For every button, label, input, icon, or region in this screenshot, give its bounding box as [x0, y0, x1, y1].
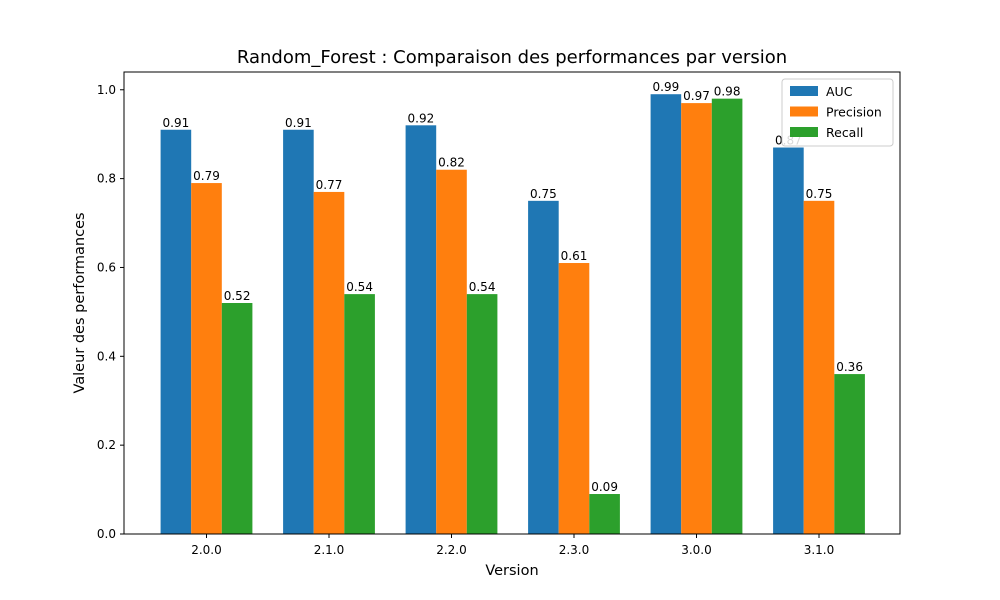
axes-layer: 0.0 0.2 0.4 0.6 0.8 1.0 2.0.0 2.1.0 2.2.0 2.3.0 3.… [97, 83, 834, 557]
bar-recall-2.1.0 [344, 294, 375, 534]
bar-precision-2.3.0 [558, 263, 590, 534]
bar-value-label: 0.91 [285, 116, 312, 130]
bar-recall-2.2.0 [466, 294, 498, 534]
bar-auc-3.1.0 [773, 147, 804, 534]
y-tick-label: 0.6 [97, 260, 116, 274]
x-tick-label: 2.2.0 [436, 543, 467, 557]
bar-value-label: 0.54 [346, 280, 373, 294]
plot-frame [123, 71, 901, 535]
bar-recall-3.1.0 [834, 374, 865, 534]
y-tick-label: 1.0 [97, 83, 116, 97]
legend-swatch-precision [790, 106, 818, 117]
bars-layer [160, 94, 865, 535]
bar-auc-2.3.0 [528, 200, 559, 534]
legend-swatch-recall [790, 127, 818, 137]
bar-value-label: 0.52 [224, 289, 251, 303]
bar-precision-2.1.0 [313, 191, 345, 534]
bar-value-labels: 0.910.910.920.750.990.870.790.770.820.61… [163, 80, 863, 494]
bar-value-label: 0.92 [408, 111, 435, 125]
x-tick-label: 3.1.0 [804, 543, 835, 557]
bar-value-label: 0.91 [163, 116, 190, 130]
bar-precision-3.0.0 [681, 103, 712, 534]
bar-recall-3.0.0 [711, 98, 743, 535]
y-tick-label: 0.2 [97, 438, 116, 452]
bar-value-label: 0.82 [438, 156, 465, 170]
bar-value-label: 0.61 [561, 249, 588, 263]
bar-auc-2.2.0 [405, 125, 437, 534]
bar-value-label: 0.36 [836, 360, 863, 374]
bar-value-label: 0.77 [316, 178, 343, 192]
bar-precision-3.1.0 [803, 200, 835, 534]
chart-title: Random_Forest : Comparaison des performa… [237, 47, 787, 68]
y-tick-label: 0.0 [97, 527, 116, 541]
legend-label-auc: AUC [826, 84, 853, 99]
bar-value-label: 0.99 [653, 80, 680, 94]
x-tick-label: 3.0.0 [681, 543, 712, 557]
bar-recall-2.3.0 [589, 494, 620, 534]
legend-label-recall: Recall [826, 125, 863, 140]
bar-value-label: 0.79 [193, 169, 220, 183]
bar-precision-2.0.0 [191, 183, 222, 534]
y-tick-label: 0.4 [97, 349, 116, 363]
bar-auc-2.0.0 [160, 129, 192, 534]
bar-recall-2.0.0 [221, 303, 253, 534]
bar-value-label: 0.54 [469, 280, 496, 294]
legend-swatch-auc [790, 86, 818, 96]
y-tick-label: 0.8 [97, 172, 116, 186]
y-axis-label: Valeur des performances [72, 212, 88, 393]
x-tick-label: 2.0.0 [191, 543, 222, 557]
x-tick-label: 2.1.0 [314, 543, 345, 557]
bar-value-label: 0.97 [683, 89, 710, 103]
bar-value-label: 0.09 [591, 480, 618, 494]
bar-value-label: 0.75 [806, 187, 833, 201]
legend-label-precision: Precision [826, 105, 882, 120]
x-axis-label: Version [485, 563, 538, 579]
bar-auc-3.0.0 [650, 94, 682, 535]
bar-precision-2.2.0 [436, 169, 467, 535]
bar-auc-2.1.0 [283, 129, 314, 534]
bar-value-label: 0.75 [530, 187, 557, 201]
x-tick-label: 2.3.0 [559, 543, 590, 557]
legend: AUC Precision Recall [781, 78, 894, 147]
bar-value-label: 0.98 [714, 85, 741, 99]
